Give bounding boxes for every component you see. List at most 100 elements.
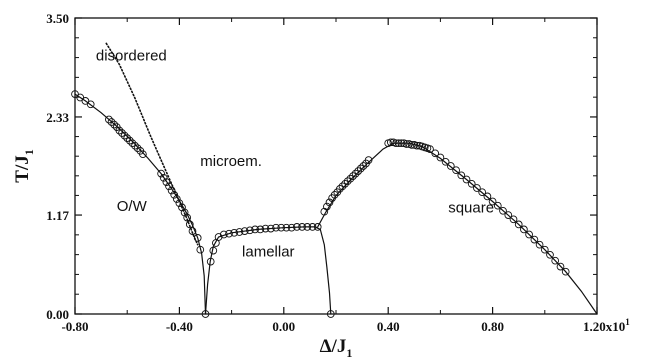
data-point <box>431 149 440 158</box>
data-point <box>354 167 363 175</box>
data-point <box>261 224 270 233</box>
x-tick-label-text: -0.80 <box>61 319 88 334</box>
data-point <box>356 164 365 173</box>
y-axis-title-main: T/J <box>12 155 33 182</box>
data-point <box>436 153 445 162</box>
data-point <box>325 198 334 207</box>
plot-layer <box>71 42 598 318</box>
region-label: lamellar <box>242 243 295 260</box>
data-point <box>386 138 395 147</box>
data-point <box>219 230 228 239</box>
region-label: disordered <box>96 47 167 64</box>
data-point <box>478 188 487 197</box>
y-tick-label: 3.50 <box>46 11 69 26</box>
data-point <box>343 177 352 186</box>
data-point <box>230 228 239 237</box>
y-axis-title: T/J1 <box>12 149 36 182</box>
data-point <box>165 182 173 191</box>
data-point <box>364 156 373 164</box>
data-point <box>175 199 184 208</box>
data-point <box>530 235 539 244</box>
y-axis-title-subscript: 1 <box>22 149 36 155</box>
data-point <box>308 223 317 231</box>
data-point <box>298 223 306 231</box>
data-point <box>514 220 523 229</box>
data-point <box>488 197 497 206</box>
data-point <box>107 118 116 126</box>
data-point <box>341 179 349 188</box>
data-point <box>351 169 360 178</box>
x-tick-label: 1.20x101 <box>583 317 630 334</box>
x-tick-label: -0.80 <box>61 319 88 334</box>
data-point <box>407 141 416 149</box>
x-axis-title-subscript: 1 <box>346 346 352 360</box>
data-point <box>540 245 549 254</box>
data-point <box>170 190 179 199</box>
data-point <box>105 115 113 124</box>
x-tick-label: 0.00 <box>272 319 295 334</box>
data-point <box>131 141 139 150</box>
data-point <box>392 139 400 148</box>
data-point <box>159 173 168 182</box>
data-point <box>240 227 249 235</box>
data-point <box>277 223 286 232</box>
data-point <box>167 186 176 195</box>
data-point <box>462 175 471 184</box>
x-tick-label-text: -0.40 <box>166 319 193 334</box>
data-point <box>246 226 254 235</box>
data-point <box>499 206 507 215</box>
data-point <box>336 184 344 193</box>
data-point <box>256 225 265 234</box>
data-point <box>426 145 434 153</box>
data-point <box>225 229 233 238</box>
phase-boundary-line-1 <box>204 226 332 315</box>
x-tick-label: -0.40 <box>166 319 193 334</box>
x-tick-label: 0.40 <box>377 319 400 334</box>
data-point <box>402 140 411 148</box>
data-point <box>359 162 368 170</box>
data-point <box>467 179 476 188</box>
data-point <box>193 234 202 242</box>
data-point <box>551 256 560 265</box>
data-point <box>282 223 291 232</box>
data-point <box>115 126 124 135</box>
data-point <box>493 201 502 210</box>
region-label: square <box>448 200 494 217</box>
data-point <box>473 184 481 192</box>
labels-layer: -0.80 -0.40 0.00 0.40 0.80 1.20x1010.001.172.… <box>12 11 630 360</box>
data-point <box>441 157 450 166</box>
x-tick-label-text: 0.00 <box>272 319 295 334</box>
data-point <box>206 257 215 266</box>
data-point <box>457 171 466 180</box>
data-point <box>133 144 142 153</box>
data-point <box>86 100 95 109</box>
y-tick-label: 0.00 <box>46 307 69 322</box>
data-point <box>128 139 137 148</box>
region-label: microem. <box>200 153 262 170</box>
data-point <box>349 172 357 180</box>
data-point <box>172 195 181 203</box>
data-point <box>525 230 533 239</box>
data-point <box>394 139 403 148</box>
y-tick-label: 2.33 <box>46 110 69 125</box>
data-point <box>162 178 171 186</box>
x-axis-title: Δ/J1 <box>320 336 353 360</box>
data-point <box>251 225 259 234</box>
data-point <box>303 223 312 231</box>
data-point <box>120 131 129 140</box>
data-point <box>123 134 132 142</box>
data-point <box>504 211 513 219</box>
data-point <box>293 223 301 231</box>
data-point <box>346 174 355 183</box>
data-point <box>509 215 518 224</box>
data-point <box>157 169 165 178</box>
spinodal-dotted-line <box>105 42 199 246</box>
data-point <box>452 166 460 175</box>
data-point <box>535 240 544 249</box>
x-tick-exponent: 1 <box>625 317 630 327</box>
x-tick-label-text: 1.20x10 <box>583 319 625 334</box>
data-point <box>266 224 275 233</box>
data-point <box>483 192 492 201</box>
region-label: O/W <box>117 198 148 215</box>
